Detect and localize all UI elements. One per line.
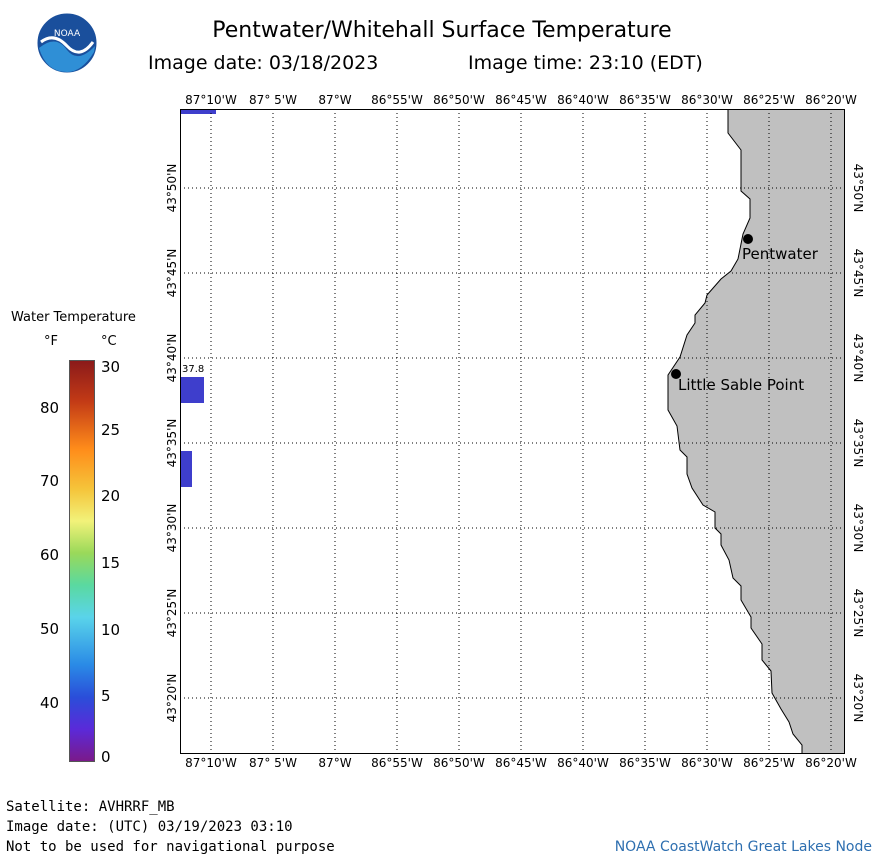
lat-label-left: 43°20'N: [165, 673, 179, 723]
lat-label-right: 43°50'N: [851, 163, 865, 213]
legend-title: Water Temperature: [11, 310, 136, 325]
lon-label-bottom: 86°40'W: [557, 756, 609, 770]
legend-unit-c: °C: [101, 334, 117, 349]
grid-lines: [180, 109, 845, 754]
lat-label-left: 43°35'N: [165, 418, 179, 468]
place-label-pentwater: Pentwater: [742, 245, 818, 263]
lat-label-left: 43°25'N: [165, 588, 179, 638]
image-date: Image date: 03/18/2023: [148, 52, 379, 74]
legend-c-tick: 20: [101, 487, 121, 505]
lat-label-left: 43°50'N: [165, 163, 179, 213]
city-dot-icon: [671, 369, 681, 379]
lon-label-bottom: 87° 5'W: [249, 756, 297, 770]
lon-label-bottom: 86°50'W: [433, 756, 485, 770]
legend-c-tick: 25: [101, 421, 121, 439]
footer-credit: NOAA CoastWatch Great Lakes Node: [614, 839, 872, 855]
legend-f-tick: 60: [40, 546, 60, 564]
temperature-cell: [180, 451, 192, 487]
temperature-value-label: 37.8: [182, 364, 205, 375]
lon-label-top: 87° 5'W: [249, 93, 297, 107]
lon-label-top: 86°45'W: [495, 93, 547, 107]
lon-label-top: 86°50'W: [433, 93, 485, 107]
lon-label-bottom: 86°55'W: [371, 756, 423, 770]
legend-c-tick: 5: [101, 687, 111, 705]
lat-label-left: 43°45'N: [165, 248, 179, 298]
footer-disclaimer: Not to be used for navigational purpose: [6, 839, 335, 855]
lat-label-left: 43°30'N: [165, 503, 179, 553]
legend-f-tick: 50: [40, 620, 60, 638]
lon-label-top: 86°30'W: [681, 93, 733, 107]
lon-label-bottom: 86°45'W: [495, 756, 547, 770]
lon-label-bottom: 86°35'W: [619, 756, 671, 770]
temperature-cell: [180, 109, 216, 114]
lon-label-top: 86°55'W: [371, 93, 423, 107]
legend-f-tick: 80: [40, 399, 60, 417]
lat-label-right: 43°20'N: [851, 673, 865, 723]
legend-c-tick: 10: [101, 621, 121, 639]
lat-label-left: 43°40'N: [165, 333, 179, 383]
lon-label-top: 86°40'W: [557, 93, 609, 107]
place-label-little-sable-point: Little Sable Point: [678, 376, 805, 394]
lat-label-right: 43°35'N: [851, 418, 865, 468]
lon-label-top: 86°25'W: [743, 93, 795, 107]
lat-label-right: 43°25'N: [851, 588, 865, 638]
legend-unit-f: °F: [44, 334, 58, 349]
lat-label-right: 43°30'N: [851, 503, 865, 553]
lat-label-right: 43°40'N: [851, 333, 865, 383]
lon-label-bottom: 86°30'W: [681, 756, 733, 770]
page-title: Pentwater/Whitehall Surface Temperature: [212, 18, 672, 43]
footer-utc-date: Image date: (UTC) 03/19/2023 03:10: [6, 819, 293, 835]
temperature-cell: [180, 377, 204, 403]
legend-f-tick: 70: [40, 472, 60, 490]
lon-label-bottom: 86°20'W: [805, 756, 857, 770]
lon-label-top: 87°10'W: [185, 93, 237, 107]
logo-text: NOAA: [54, 29, 81, 39]
lon-label-top: 86°35'W: [619, 93, 671, 107]
lat-label-right: 43°45'N: [851, 248, 865, 298]
legend-c-tick: 15: [101, 554, 121, 572]
land-area: [667, 109, 845, 754]
image-time: Image time: 23:10 (EDT): [468, 52, 703, 74]
legend-colorbar: [69, 360, 95, 762]
lon-label-bottom: 87°10'W: [185, 756, 237, 770]
map-frame: Pentwater Little Sable Point 37.8: [180, 109, 845, 754]
footer-satellite: Satellite: AVHRRF_MB: [6, 799, 175, 815]
lon-label-bottom: 87°W: [318, 756, 352, 770]
city-dot-icon: [743, 234, 753, 244]
lon-label-bottom: 86°25'W: [743, 756, 795, 770]
legend-f-tick: 40: [40, 694, 60, 712]
lon-label-top: 86°20'W: [805, 93, 857, 107]
lon-label-top: 87°W: [318, 93, 352, 107]
map-border: [180, 109, 845, 754]
noaa-logo-icon: NOAA: [36, 12, 98, 74]
legend-c-tick: 0: [101, 748, 111, 766]
legend-c-tick: 30: [101, 358, 121, 376]
